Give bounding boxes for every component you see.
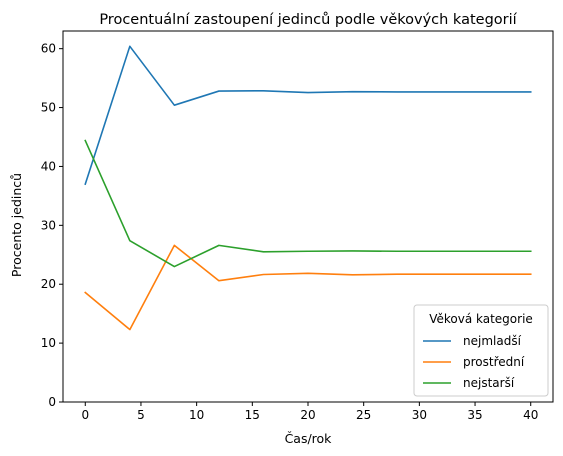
x-tick-label-3: 15 — [245, 408, 260, 422]
x-tick-label-5: 25 — [356, 408, 371, 422]
x-tick-label-2: 10 — [189, 408, 204, 422]
y-tick-label-4: 40 — [41, 159, 56, 173]
series-line-1 — [84, 244, 532, 331]
x-axis-label: Čas/rok — [285, 431, 333, 446]
x-tick-label-1: 5 — [137, 408, 145, 422]
x-tick-label-8: 40 — [523, 408, 538, 422]
legend: Věková kategorie nejmladší prostřední nejs… — [413, 304, 549, 397]
legend-items: nejmladší prostřední nejstarší — [423, 334, 525, 390]
y-tick-label-1: 10 — [41, 336, 56, 350]
x-tick-label-7: 35 — [467, 408, 482, 422]
legend-label-2: nejstarší — [463, 376, 515, 390]
y-tick-label-3: 30 — [41, 218, 56, 232]
chart-title: Procentuální zastoupení jedinců podle vě… — [99, 12, 517, 28]
legend-frame — [413, 304, 549, 397]
legend-label-1: prostřední — [463, 355, 525, 369]
y-tick-label-6: 60 — [41, 42, 56, 56]
x-tick-label-6: 30 — [412, 408, 427, 422]
y-tick-label-0: 0 — [48, 395, 56, 409]
series-line-0 — [84, 45, 532, 186]
y-tick-label-5: 50 — [41, 101, 56, 115]
legend-title: Věková kategorie — [429, 312, 533, 326]
series-line-2 — [84, 139, 532, 268]
x-tick-label-4: 20 — [300, 408, 315, 422]
legend-label-0: nejmladší — [463, 334, 522, 348]
y-axis-label: Procento jedinců — [9, 173, 24, 277]
x-tick-label-0: 0 — [81, 408, 89, 422]
y-tick-label-2: 20 — [41, 277, 56, 291]
plot-area: 0 5 10 15 20 25 30 35 40 0 10 20 30 40 50 60 — [41, 30, 554, 422]
